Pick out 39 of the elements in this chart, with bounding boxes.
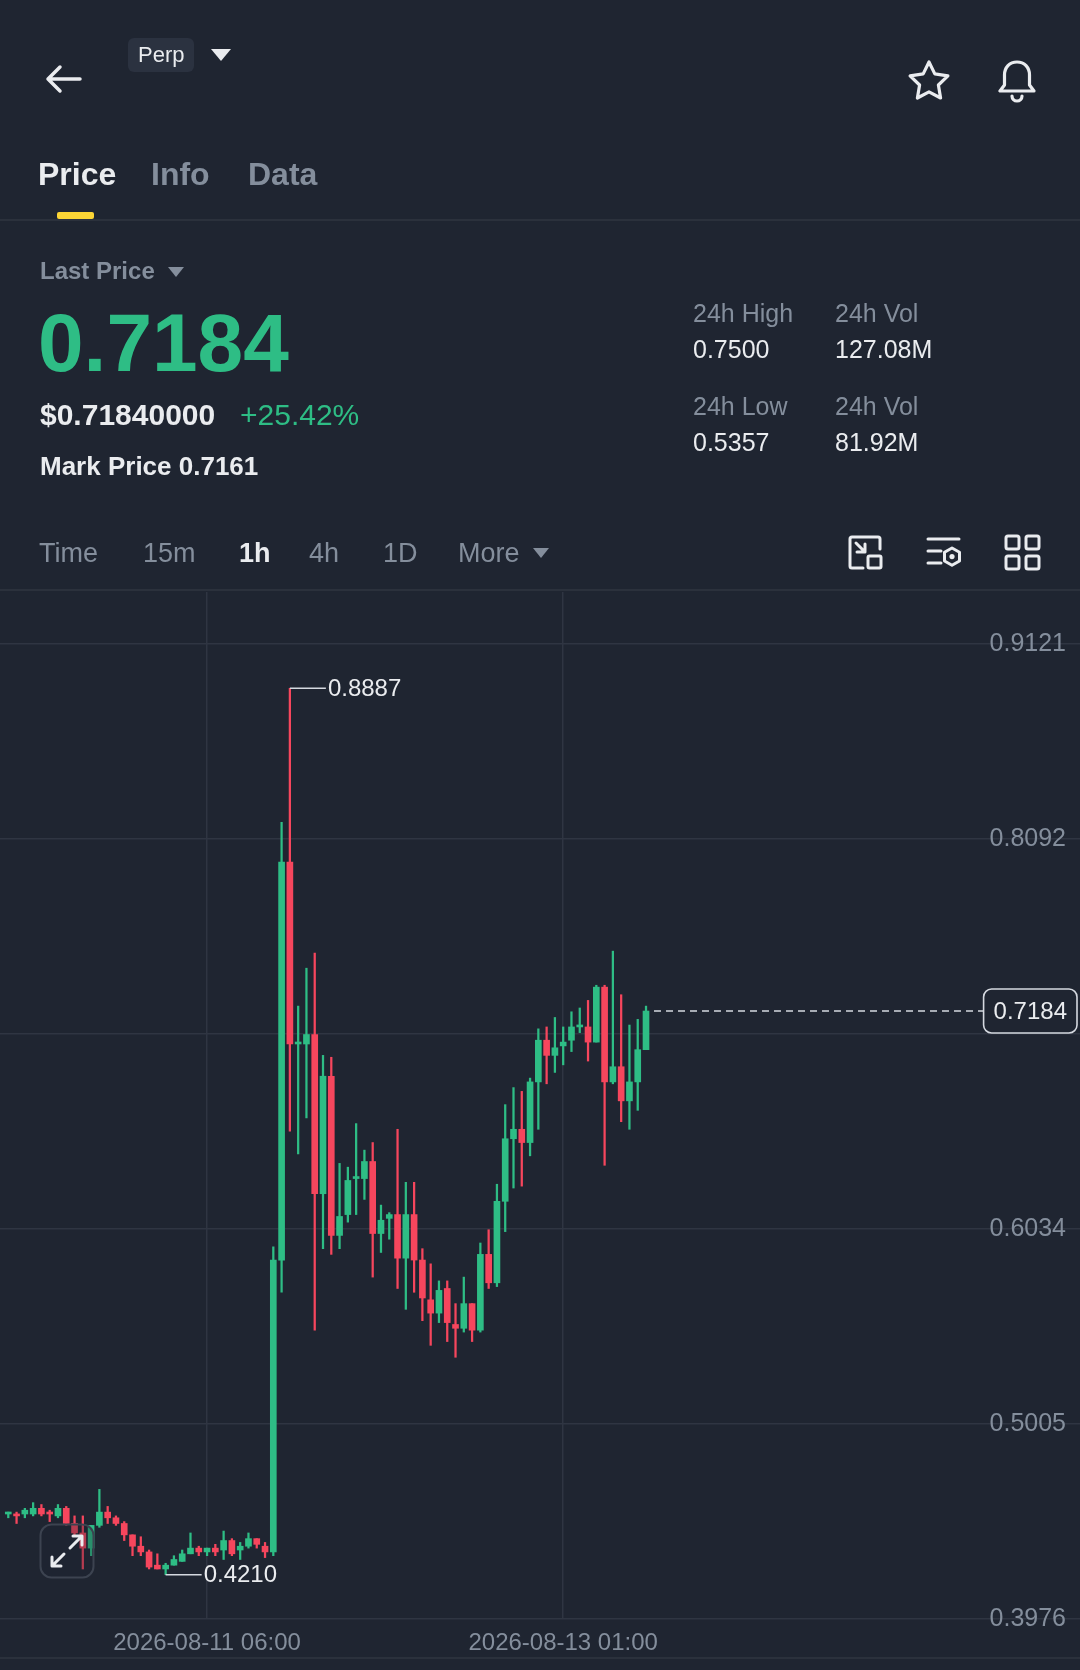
text: More [458,537,520,568]
candlestick [626,1024,633,1130]
text: 1h [239,537,271,568]
text: 4h [309,537,340,568]
candlestick [543,1026,550,1085]
y-tick-label: 0.3976 [989,1602,1066,1631]
candlestick [303,967,310,1119]
annotation: 0.8887 [327,673,402,701]
y-tick-label: 0.9121 [989,627,1066,656]
text: 24h Vol [835,391,919,420]
text: 0.7500 [693,334,770,363]
text: Info [151,156,210,192]
text: 15m [143,537,196,568]
y-tick-label: 0.8092 [989,822,1066,851]
text: Data [248,156,318,192]
text: $0.71840000 [40,398,216,431]
text: Mark Price 0.7161 [40,451,259,481]
annotation: 0.4210 [203,1560,278,1588]
text: 0.5357 [693,427,770,456]
text: 24h Vol [835,298,919,327]
candlestick [394,1128,401,1289]
text: 1D [383,537,418,568]
text: 127.08M [835,334,933,363]
text: 0.7184 [38,297,289,388]
candlestick [336,1163,343,1250]
x-tick-label: 2026-08-11 06:00 [113,1628,301,1656]
y-tick-label: 0.6034 [989,1212,1067,1241]
text: Price [38,156,117,192]
text: Time [39,537,98,568]
text: 81.92M [835,427,919,456]
text: Last Price [40,257,155,284]
badge: Perp [128,38,195,72]
text: 24h Low [693,391,788,420]
text: 24h High [693,298,794,327]
y-tick-label: 0.5005 [989,1407,1066,1436]
candlestick [452,1303,459,1358]
ref-line-label: 0.7184 [993,996,1067,1024]
x-tick-label: 2026-08-13 01:00 [468,1628,658,1656]
text: +25.42% [240,398,360,431]
